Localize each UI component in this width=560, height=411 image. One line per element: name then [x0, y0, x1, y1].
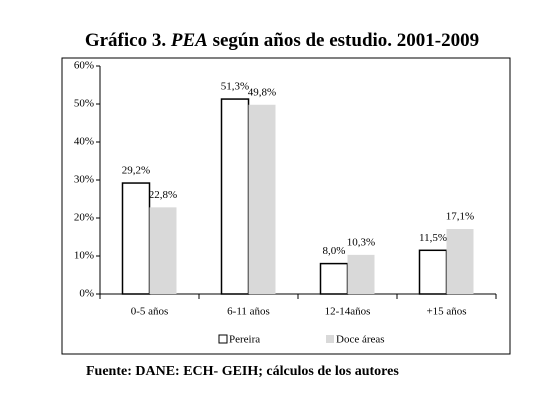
title-part: según años de estudio. 2001-2009 [208, 30, 479, 51]
y-tick-label: 50% [74, 98, 94, 110]
value-label: 11,5% [419, 232, 447, 244]
y-tick-label: 60% [74, 60, 94, 72]
value-label: 22,8% [149, 189, 177, 201]
bar [121, 182, 151, 295]
value-label: 8,0% [323, 245, 346, 257]
value-label: 49,8% [248, 86, 276, 98]
bar [149, 207, 177, 294]
x-tick-label: 6-11 años [227, 306, 270, 318]
chart-frame [61, 57, 511, 355]
bar [220, 98, 250, 295]
title-part: Gráfico 3. [85, 30, 171, 51]
bar [347, 254, 375, 294]
bar [446, 229, 474, 294]
y-tick-label: 0% [79, 288, 94, 300]
legend-label: Doce áreas [336, 334, 385, 346]
x-tick-label: 0-5 años [131, 306, 169, 318]
value-label: 17,1% [446, 211, 474, 223]
x-tick-label: 12-14años [325, 306, 371, 318]
bar [319, 262, 349, 295]
x-tick-label: +15 años [426, 306, 466, 318]
bar [248, 104, 276, 294]
value-label: 29,2% [122, 165, 150, 177]
bar [418, 249, 448, 295]
value-label: 51,3% [221, 81, 249, 93]
legend-swatch [326, 335, 334, 343]
legend-label: Pereira [229, 334, 260, 346]
value-label: 10,3% [347, 236, 375, 248]
y-tick-label: 10% [74, 250, 94, 262]
chart-title: Gráfico 3. PEA según años de estudio. 20… [85, 30, 479, 51]
source-note: Fuente: DANE: ECH- GEIH; cálculos de los… [86, 364, 399, 379]
y-tick-label: 30% [74, 174, 94, 186]
y-tick-label: 40% [74, 136, 94, 148]
title-part: PEA [170, 30, 208, 51]
legend-swatch [218, 334, 228, 344]
y-tick-label: 20% [74, 212, 94, 224]
